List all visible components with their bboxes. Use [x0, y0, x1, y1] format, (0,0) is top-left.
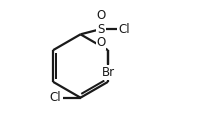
Text: Br: Br	[101, 66, 114, 79]
Text: Cl: Cl	[118, 23, 130, 36]
Text: S: S	[97, 23, 105, 36]
Text: Cl: Cl	[50, 91, 61, 104]
Text: O: O	[96, 36, 106, 49]
Text: O: O	[96, 9, 106, 22]
